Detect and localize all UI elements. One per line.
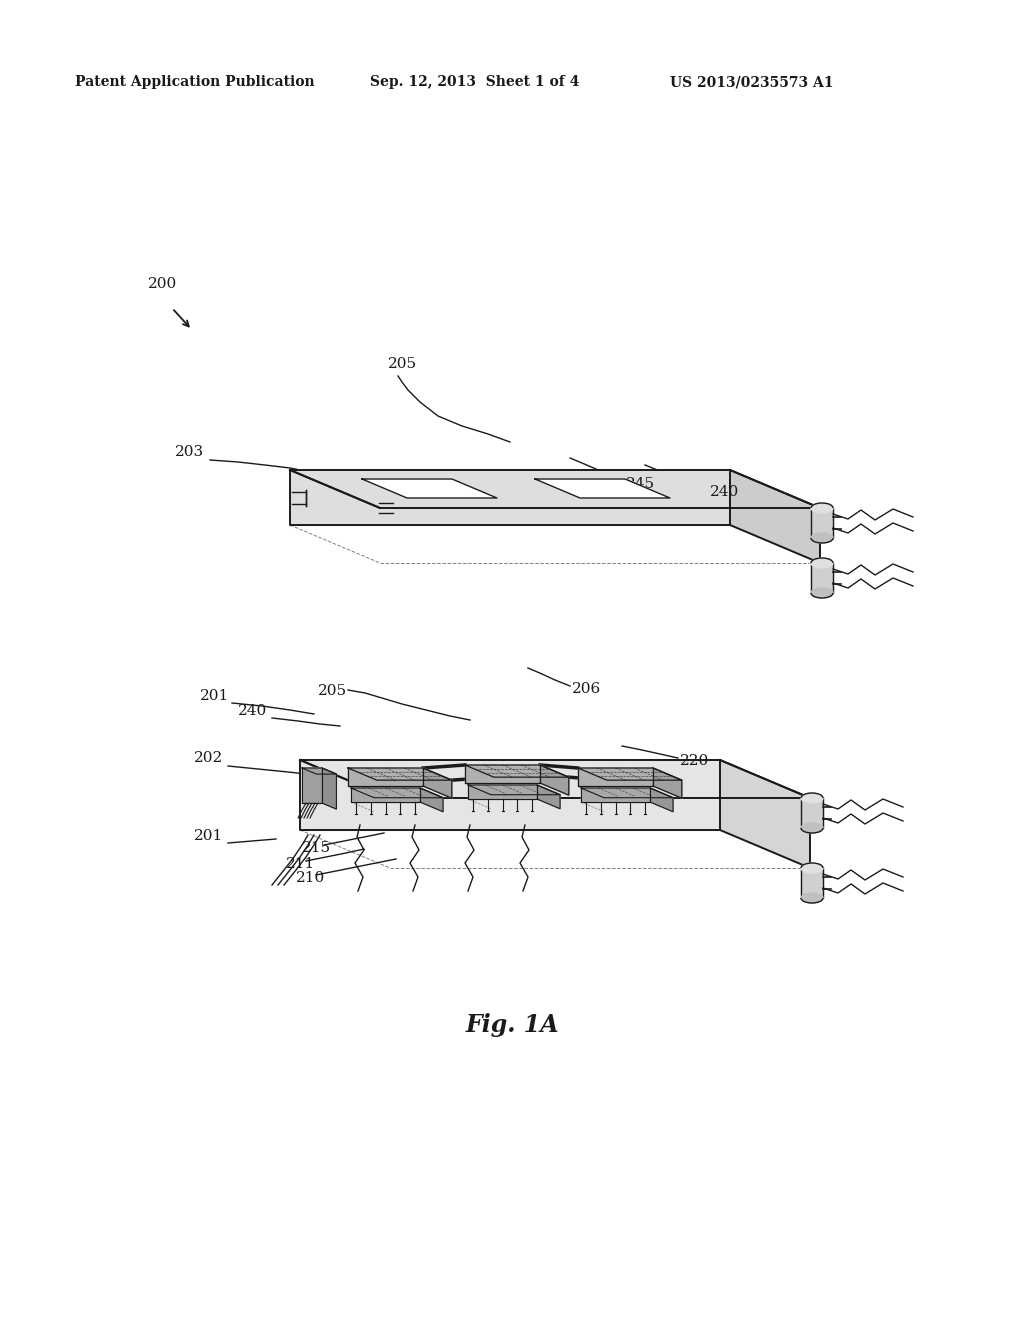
Polygon shape [423, 768, 452, 799]
Polygon shape [420, 788, 443, 812]
Polygon shape [300, 760, 720, 830]
Text: 245: 245 [628, 789, 657, 803]
Text: 202: 202 [194, 751, 223, 766]
Text: 200: 200 [148, 277, 177, 290]
Polygon shape [290, 470, 730, 525]
Polygon shape [578, 768, 682, 780]
Text: 205: 205 [318, 684, 347, 698]
Text: 206: 206 [572, 682, 601, 696]
Polygon shape [322, 768, 337, 809]
Ellipse shape [811, 533, 833, 543]
Text: 203: 203 [175, 445, 204, 459]
Polygon shape [581, 788, 650, 803]
Polygon shape [535, 479, 670, 498]
Polygon shape [468, 785, 537, 799]
Polygon shape [302, 768, 322, 803]
Text: 215: 215 [302, 841, 331, 855]
Polygon shape [290, 470, 820, 508]
Polygon shape [302, 768, 337, 774]
Polygon shape [362, 479, 497, 498]
Polygon shape [465, 766, 568, 777]
Text: 240: 240 [238, 704, 267, 718]
Polygon shape [650, 788, 673, 812]
Text: Sep. 12, 2013  Sheet 1 of 4: Sep. 12, 2013 Sheet 1 of 4 [370, 75, 580, 88]
Polygon shape [537, 785, 560, 809]
Polygon shape [348, 768, 452, 780]
Ellipse shape [811, 558, 833, 568]
Polygon shape [730, 470, 820, 564]
Text: 205: 205 [388, 356, 417, 371]
Polygon shape [578, 768, 653, 785]
Polygon shape [348, 768, 423, 785]
Text: 220: 220 [680, 754, 710, 768]
Text: 210: 210 [296, 871, 326, 884]
Polygon shape [540, 766, 568, 795]
Ellipse shape [801, 894, 823, 903]
Ellipse shape [801, 863, 823, 873]
Text: 211: 211 [286, 857, 315, 871]
Polygon shape [351, 788, 443, 797]
Text: Fig. 1A: Fig. 1A [465, 1012, 559, 1038]
Text: 245: 245 [626, 477, 655, 491]
Polygon shape [465, 766, 540, 783]
Text: Patent Application Publication: Patent Application Publication [75, 75, 314, 88]
Text: 240: 240 [710, 484, 739, 499]
Ellipse shape [801, 793, 823, 803]
Polygon shape [300, 760, 810, 799]
Polygon shape [468, 785, 560, 795]
Text: 201: 201 [200, 689, 229, 704]
Polygon shape [811, 564, 833, 593]
Polygon shape [581, 788, 673, 797]
Ellipse shape [801, 822, 823, 833]
Text: US 2013/0235573 A1: US 2013/0235573 A1 [670, 75, 834, 88]
Polygon shape [801, 869, 823, 898]
Polygon shape [653, 768, 682, 799]
Polygon shape [801, 799, 823, 828]
Polygon shape [811, 508, 833, 539]
Ellipse shape [811, 503, 833, 513]
Polygon shape [351, 788, 420, 803]
Polygon shape [720, 760, 810, 869]
Ellipse shape [811, 587, 833, 598]
Text: 201: 201 [194, 829, 223, 843]
